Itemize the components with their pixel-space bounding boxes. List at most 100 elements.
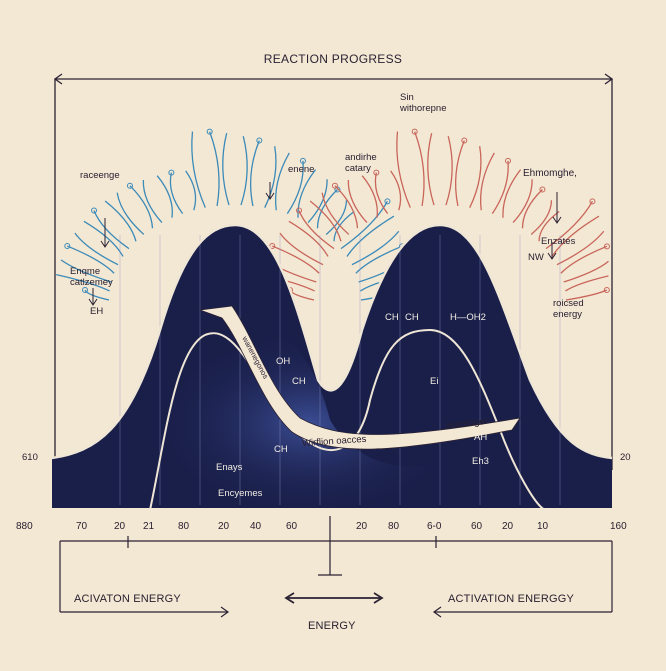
fringe-strand	[93, 210, 130, 250]
right-label-2: Enzates	[541, 236, 576, 247]
axis-tick-label: 10	[537, 521, 549, 532]
fringe-strand	[512, 179, 533, 224]
fringe-strand	[104, 200, 137, 242]
fringe-strand	[538, 210, 560, 242]
top-bracket	[53, 73, 614, 470]
footer-right-label: ACTIVATION ENERGGY	[448, 593, 575, 605]
left-label-3: EH	[90, 306, 104, 317]
fringe-strand	[156, 175, 173, 218]
fringe-bead	[299, 157, 306, 164]
fringe-strand	[346, 215, 395, 257]
fringe-strand	[209, 131, 220, 207]
fringe-strand	[169, 172, 184, 214]
axis-tick-label: 6-0	[427, 521, 442, 532]
axis-tick-label: 160	[610, 521, 627, 532]
inner-label-7: CH	[274, 444, 288, 455]
fringe-strand	[272, 245, 320, 274]
fringe-strand	[396, 131, 411, 208]
axis-tick-label: 21	[143, 521, 155, 532]
fringe-strand	[60, 259, 112, 283]
fringe-strand	[264, 146, 277, 208]
axis-tick-label: 60	[471, 521, 483, 532]
fringe-bead	[168, 169, 175, 176]
fringe-strand	[454, 140, 465, 207]
top-right-label: Sin withorepne	[400, 92, 447, 114]
bottom-label-2: Encyemes	[218, 488, 263, 499]
energy-well-glow	[160, 320, 470, 508]
right-label-3: roicsed energy	[553, 298, 584, 320]
right-label-1: Ehmomghe,	[523, 168, 577, 179]
fringe-strand	[321, 192, 350, 235]
fringe-strand	[563, 260, 609, 283]
fringe-strand	[325, 200, 348, 235]
fringe-strand	[297, 169, 317, 218]
mid-label-2: andirhe catary	[345, 152, 377, 174]
fringe-strand	[361, 175, 378, 218]
fringe-strand	[309, 200, 342, 242]
right-peak-fringe	[261, 128, 610, 301]
fringe-strand	[340, 201, 389, 250]
fringe-strand	[374, 172, 389, 214]
fringe-bead	[411, 128, 418, 135]
fringe-bead	[91, 207, 98, 214]
fringe-strand	[74, 232, 119, 266]
inner-label-1: CH	[385, 312, 399, 323]
fringe-bead	[539, 186, 546, 193]
fringe-strand	[334, 185, 359, 229]
axis-tick-label: 60	[286, 521, 298, 532]
inner-curves	[51, 223, 613, 511]
fringe-strand	[307, 179, 328, 224]
fringe-strand	[347, 180, 368, 224]
fringe-strand	[351, 230, 400, 266]
fringe-strand	[502, 169, 522, 218]
axis-tick-label: 20	[356, 521, 368, 532]
fringe-strand	[414, 131, 425, 207]
fringe-strand	[288, 220, 329, 257]
axis-tick-label: 880	[16, 521, 33, 532]
fringe-bead	[296, 207, 303, 214]
axis-tick-label: 20	[114, 521, 126, 532]
axis-tick-label: 20	[502, 521, 514, 532]
fringe-strand	[286, 160, 304, 214]
bottom-label-1: Enays	[216, 462, 243, 473]
fringe-strand	[521, 189, 543, 229]
fringe-bead	[82, 287, 88, 293]
inner-label-3: H—OH2	[450, 312, 486, 323]
fringe-bead	[64, 243, 71, 250]
inner-label-9: AH	[474, 432, 488, 443]
well-gridlines	[119, 235, 561, 505]
fringe-bead	[206, 128, 213, 135]
fringe-strand	[185, 170, 197, 211]
edge-right-value: 20	[620, 452, 631, 463]
fringe-strand	[84, 289, 110, 301]
fringe-strand	[355, 245, 403, 274]
footer-left-label: ACIVATON ENERGY	[74, 593, 181, 605]
fringe-strand	[480, 152, 495, 211]
fringe-strand	[142, 180, 163, 224]
fringe-strand	[275, 152, 290, 211]
reaction-band	[199, 305, 521, 450]
fringe-strand	[298, 210, 335, 250]
fringe-strand	[116, 192, 145, 235]
fringe-strand	[279, 232, 324, 266]
left-label-2: Enqme catlzemey	[70, 266, 113, 288]
fringe-strand	[469, 146, 482, 208]
fringe-bead	[373, 169, 380, 176]
fringe-bead	[384, 198, 391, 205]
diagram-title: REACTION PROGRESS	[263, 52, 403, 66]
fringe-bead	[256, 137, 263, 144]
fringe-bead	[331, 182, 338, 189]
axis-tick-label: 80	[178, 521, 190, 532]
fringe-bead	[269, 243, 276, 250]
fringe-strand	[427, 133, 435, 206]
fringe-strand	[333, 210, 355, 242]
fringe-strand	[560, 245, 608, 274]
fringe-strand	[316, 189, 338, 229]
fringe-bead	[504, 157, 511, 164]
right-label-4: NW	[528, 252, 544, 263]
fringe-strand	[530, 200, 553, 235]
inner-label-8: Eh3	[472, 456, 489, 467]
inner-label-6: Ei	[430, 376, 439, 387]
